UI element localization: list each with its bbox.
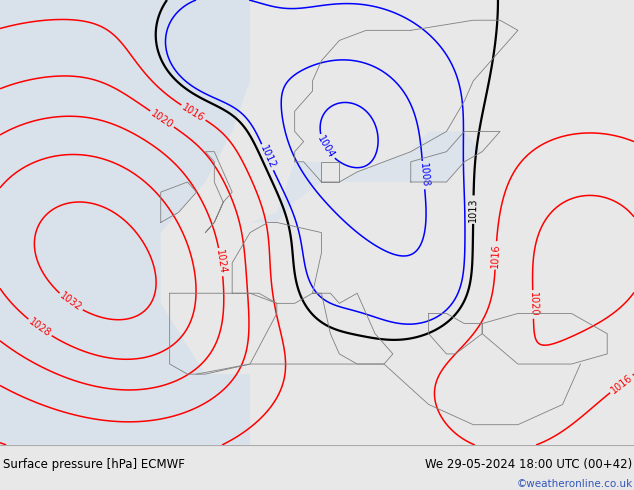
Text: 1016: 1016 [490,243,501,268]
Text: 1020: 1020 [149,108,175,130]
Text: 1016: 1016 [609,372,634,395]
Text: 1013: 1013 [468,197,479,222]
Text: 1008: 1008 [417,162,430,188]
Text: 1028: 1028 [27,317,53,339]
Text: 1012: 1012 [258,144,277,171]
Text: ©weatheronline.co.uk: ©weatheronline.co.uk [517,479,633,489]
Polygon shape [250,131,482,222]
Text: 1020: 1020 [527,292,538,317]
Polygon shape [0,0,250,445]
Text: 1024: 1024 [214,249,228,275]
Text: We 29-05-2024 18:00 UTC (00+42): We 29-05-2024 18:00 UTC (00+42) [425,458,633,470]
Text: 1004: 1004 [315,134,336,160]
Text: Surface pressure [hPa] ECMWF: Surface pressure [hPa] ECMWF [3,458,185,470]
Text: 1032: 1032 [58,291,84,314]
Text: 1016: 1016 [180,102,207,123]
